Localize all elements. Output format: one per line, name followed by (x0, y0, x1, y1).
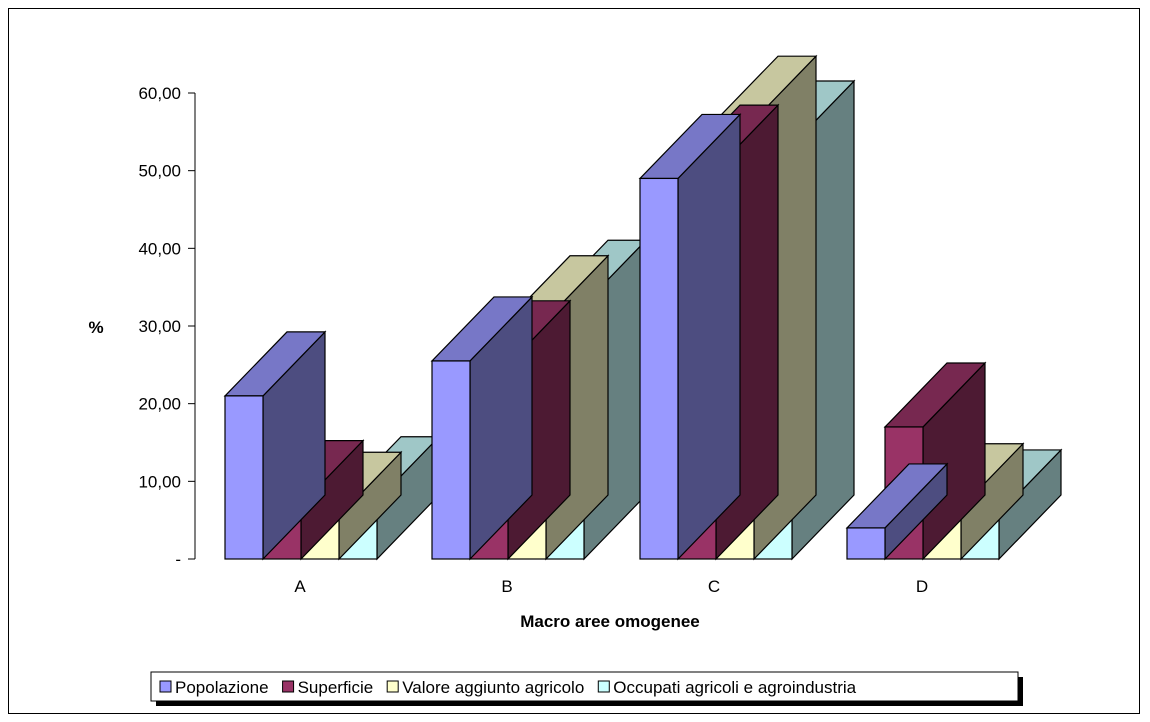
y-tick-label: 10,00 (138, 472, 181, 491)
y-tick-label: 50,00 (138, 162, 181, 181)
legend-swatch (386, 680, 399, 693)
y-tick-label: - (175, 550, 181, 569)
bar-front (224, 395, 264, 560)
bar-c-series-1 (638, 112, 742, 561)
x-axis-title: Macro aree omogenee (520, 612, 700, 631)
legend-label: Occupati agricoli e agroindustria (613, 678, 856, 697)
x-tick-label-a: A (294, 577, 306, 596)
y-tick-label: 60,00 (138, 84, 181, 103)
legend-item-1: Popolazione (159, 678, 269, 697)
legend-items: Popolazione Superficie Valore aggiunto agr… (159, 678, 857, 697)
legend-box (150, 671, 1019, 702)
y-tick-label: 20,00 (138, 395, 181, 414)
legend-label: Popolazione (175, 678, 269, 697)
bar-front (639, 177, 679, 560)
legend-swatch (159, 680, 172, 693)
y-tick-label: 40,00 (138, 239, 181, 258)
bar-a-series-1 (223, 330, 327, 561)
axis-layer: - 10,00 20,00 30,00 40,00 50,00 60,00 A B C D (138, 84, 928, 596)
x-tick-label-c: C (708, 577, 720, 596)
legend: Popolazione Superficie Valore aggiunto agr… (150, 671, 1023, 706)
bar-side (677, 112, 741, 561)
y-axis-title: % (88, 318, 103, 337)
legend-item-3: Valore aggiunto agricolo (386, 678, 584, 697)
legend-label: Superficie (298, 678, 374, 697)
bar-d-series-2 (883, 361, 987, 561)
y-tick-label: 30,00 (138, 317, 181, 336)
legend-swatch (597, 680, 610, 693)
bar-front (846, 527, 886, 560)
bar-layer (223, 54, 1063, 561)
legend-item-2: Superficie (282, 678, 374, 697)
bar-front (431, 360, 471, 560)
bar-d-series-1 (845, 462, 949, 561)
legend-swatch (282, 680, 295, 693)
x-tick-label-d: D (916, 577, 928, 596)
bar-b-series-1 (430, 295, 534, 561)
legend-item-4: Occupati agricoli e agroindustria (597, 678, 857, 697)
x-tick-label-b: B (501, 577, 512, 596)
legend-label: Valore aggiunto agricolo (402, 678, 584, 697)
